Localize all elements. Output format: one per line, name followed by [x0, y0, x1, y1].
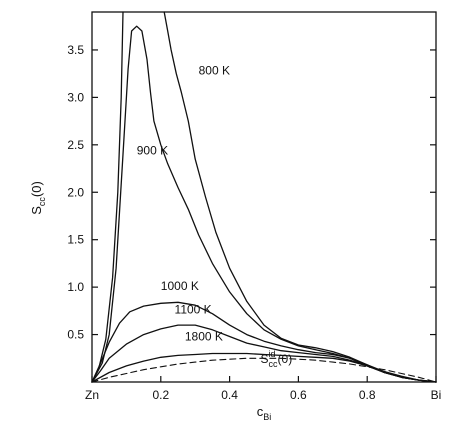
curve-label-suffix: (0)	[278, 352, 293, 366]
curves-group	[91, 11, 437, 383]
curve-label-1800-k: 1800 K	[185, 329, 223, 343]
plot-frame	[91, 11, 437, 383]
y-axis-label: Scc(0)	[29, 181, 47, 215]
curve-labels-group: 800 K 900 K 1000 K 1100 K 1800 K Sid cc(0)	[137, 64, 293, 369]
x-tick-label: Bi	[431, 388, 442, 402]
curve-label-s-cc-id-0: Sid cc(0)	[261, 349, 293, 369]
y-tick-label: 1.5	[67, 233, 84, 247]
curve-s-cc-id-0	[91, 357, 437, 383]
y-tick-label: 2.5	[67, 138, 84, 152]
y-axis-ticks: 0.5 1.0 1.5 2.0 2.5 3.0 3.5	[67, 43, 436, 342]
curve-label-sub: cc	[269, 359, 279, 369]
x-tick-label: 0.4	[221, 388, 238, 402]
y-tick-label: 3.5	[67, 43, 84, 57]
x-axis-ticks: Zn 0.2 0.4 0.6 0.8 Bi	[85, 376, 441, 402]
curve-label-800-k: 800 K	[199, 64, 230, 78]
curve-1800-k	[91, 352, 437, 383]
curve-label-1000-k: 1000 K	[161, 279, 199, 293]
curve-label-900-k: 900 K	[137, 143, 168, 157]
x-axis-label-sub: Bi	[263, 412, 271, 422]
curve-label-sup: id	[269, 349, 276, 359]
x-tick-label: 0.2	[152, 388, 169, 402]
y-tick-label: 0.5	[67, 328, 84, 342]
y-axis-label-suffix: (0)	[29, 181, 44, 197]
y-tick-label: 2.0	[67, 185, 84, 199]
curve-800-k	[91, 11, 437, 383]
x-tick-label: 0.6	[290, 388, 307, 402]
curve-900-k	[91, 25, 437, 383]
x-tick-label: Zn	[85, 388, 99, 402]
y-tick-label: 3.0	[67, 90, 84, 104]
y-axis-label-sub: cc	[37, 197, 47, 207]
curve-label-1100-k: 1100 K	[175, 303, 212, 317]
y-axis-label-main: S	[29, 206, 44, 215]
x-tick-label: 0.8	[359, 388, 376, 402]
x-axis-label-main: c	[257, 404, 264, 419]
y-tick-label: 1.0	[67, 280, 84, 294]
x-axis-label: cBi	[257, 404, 272, 422]
curve-label-main: S	[261, 352, 269, 366]
